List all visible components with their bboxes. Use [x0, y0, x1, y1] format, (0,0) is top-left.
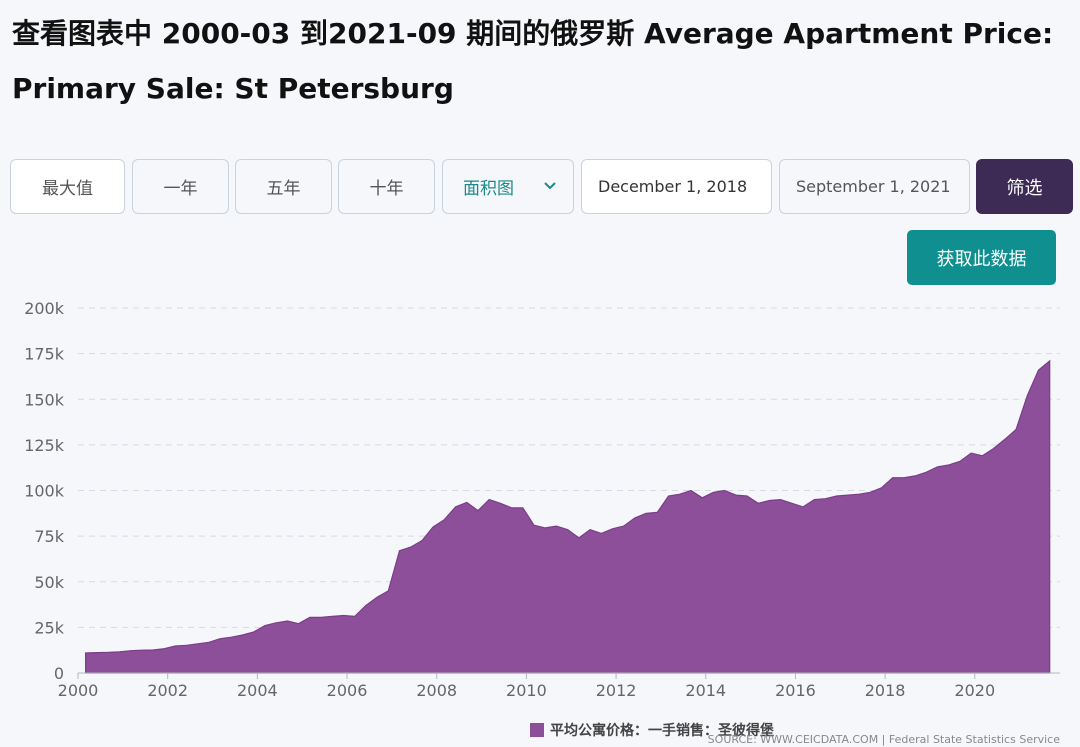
y-tick-label: 0 [54, 664, 64, 683]
y-tick-label: 200k [24, 299, 65, 318]
legend-swatch [530, 723, 544, 737]
x-tick-label: 2002 [147, 681, 188, 700]
x-tick-label: 2020 [954, 681, 995, 700]
legend-label: 平均公寓价格：一手销售：圣彼得堡 [550, 723, 774, 739]
chart-legend[interactable]: 平均公寓价格：一手销售：圣彼得堡 [530, 720, 774, 740]
x-tick-label: 2012 [596, 681, 637, 700]
series-area [84, 359, 1051, 674]
y-tick-label: 150k [24, 390, 65, 409]
filter-button[interactable]: 筛选 [976, 159, 1073, 214]
y-tick-label: 100k [24, 482, 65, 501]
x-tick-label: 2004 [237, 681, 278, 700]
end-date-input[interactable] [779, 159, 970, 214]
y-tick-label: 175k [24, 345, 65, 364]
page-title: 查看图表中 2000-03 到2021-09 期间的俄罗斯 Average Ap… [12, 17, 1054, 105]
y-tick-label: 50k [34, 573, 64, 592]
get-data-button[interactable]: 获取此数据 [907, 230, 1056, 285]
x-tick-label: 2018 [865, 681, 906, 700]
x-tick-label: 2006 [327, 681, 368, 700]
y-tick-label: 25k [34, 618, 64, 637]
chart-type-value: 面积图 [463, 179, 514, 199]
area-chart: 0 25k 50k 75k 100k 125k 150k 175k 200k 2000 2002 20… [24, 299, 1060, 700]
start-date-input[interactable] [581, 159, 772, 214]
chart-type-select[interactable]: 面积图 [442, 159, 574, 214]
y-tick-label: 75k [34, 527, 64, 546]
x-tick-label: 2008 [416, 681, 457, 700]
x-tick-label: 2014 [685, 681, 726, 700]
x-tick-label: 2000 [58, 681, 99, 700]
y-tick-label: 125k [24, 436, 65, 455]
source-note: SOURCE: WWW.CEICDATA.COM | Federal State… [707, 733, 1060, 746]
x-tick-label: 2016 [775, 681, 816, 700]
range-max-button[interactable]: 最大值 [10, 159, 125, 214]
chevron-down-icon [543, 179, 557, 195]
x-tick-label: 2010 [506, 681, 547, 700]
range-10y-button[interactable]: 十年 [338, 159, 435, 214]
range-5y-button[interactable]: 五年 [235, 159, 332, 214]
range-1y-button[interactable]: 一年 [132, 159, 229, 214]
